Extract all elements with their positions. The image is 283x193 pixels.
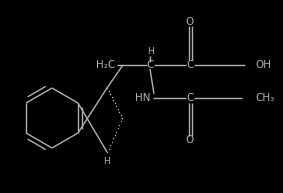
Text: O: O: [186, 135, 194, 145]
Text: C: C: [186, 60, 194, 70]
Text: C: C: [186, 93, 194, 103]
Text: O: O: [186, 17, 194, 27]
Text: H₂C: H₂C: [96, 60, 115, 70]
Text: H: H: [147, 47, 153, 57]
Text: OH: OH: [255, 60, 271, 70]
Text: HN: HN: [134, 93, 150, 103]
Text: CH₃: CH₃: [255, 93, 274, 103]
Text: C: C: [146, 60, 154, 70]
Text: H: H: [104, 157, 110, 166]
